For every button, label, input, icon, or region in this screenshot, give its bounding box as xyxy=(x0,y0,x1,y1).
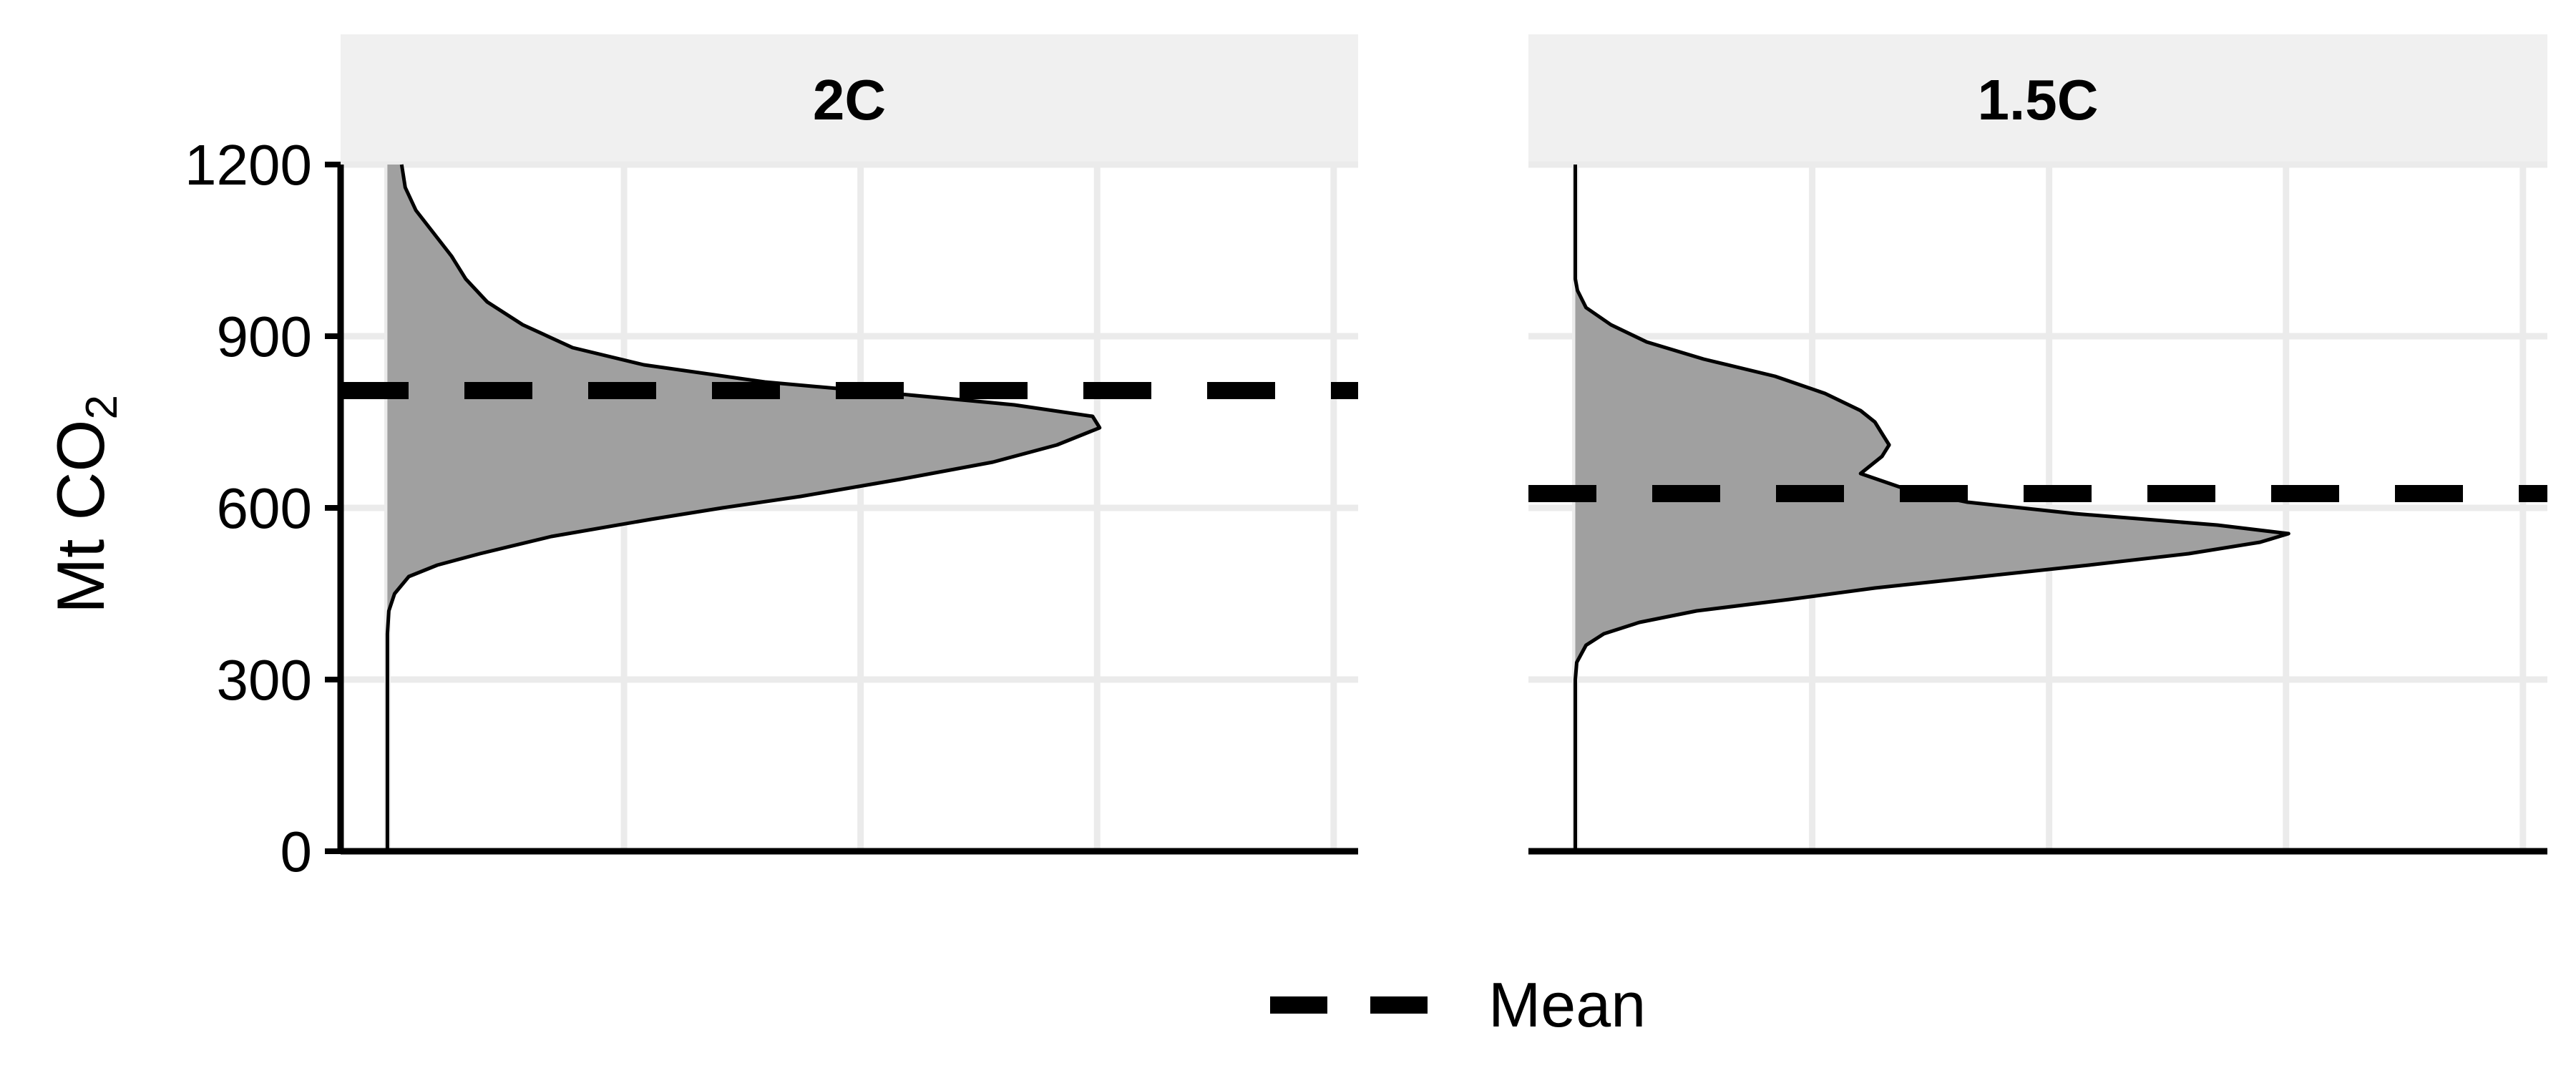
legend-label-mean: Mean xyxy=(1488,969,1646,1040)
density-outline xyxy=(385,164,1102,851)
y-tick-label: 300 xyxy=(217,648,312,712)
y-tick-label: 0 xyxy=(280,820,313,883)
panel-2c: 2C xyxy=(341,34,1358,855)
y-tick-label: 900 xyxy=(217,305,312,368)
facet-strip-label: 1.5C xyxy=(1978,68,2099,132)
y-axis-title-text: Mt CO xyxy=(43,419,118,614)
facet-panels: 2C 1.5C xyxy=(341,34,2547,855)
y-axis-title: Mt CO2 xyxy=(43,395,127,614)
facet-strip xyxy=(341,34,1358,165)
y-axis: 0 300 600 900 1200 xyxy=(185,133,344,883)
y-axis-title-subscript: 2 xyxy=(77,395,127,419)
panel-1-5c: 1.5C xyxy=(1528,34,2547,855)
y-tick-label: 1200 xyxy=(185,133,312,197)
y-tick-label: 600 xyxy=(217,476,312,540)
facet-strip-label: 2C xyxy=(813,68,886,132)
density-area xyxy=(1575,165,2289,851)
legend: Mean xyxy=(1270,969,1646,1040)
density-area xyxy=(387,165,1100,851)
facet-strip xyxy=(1528,34,2547,165)
